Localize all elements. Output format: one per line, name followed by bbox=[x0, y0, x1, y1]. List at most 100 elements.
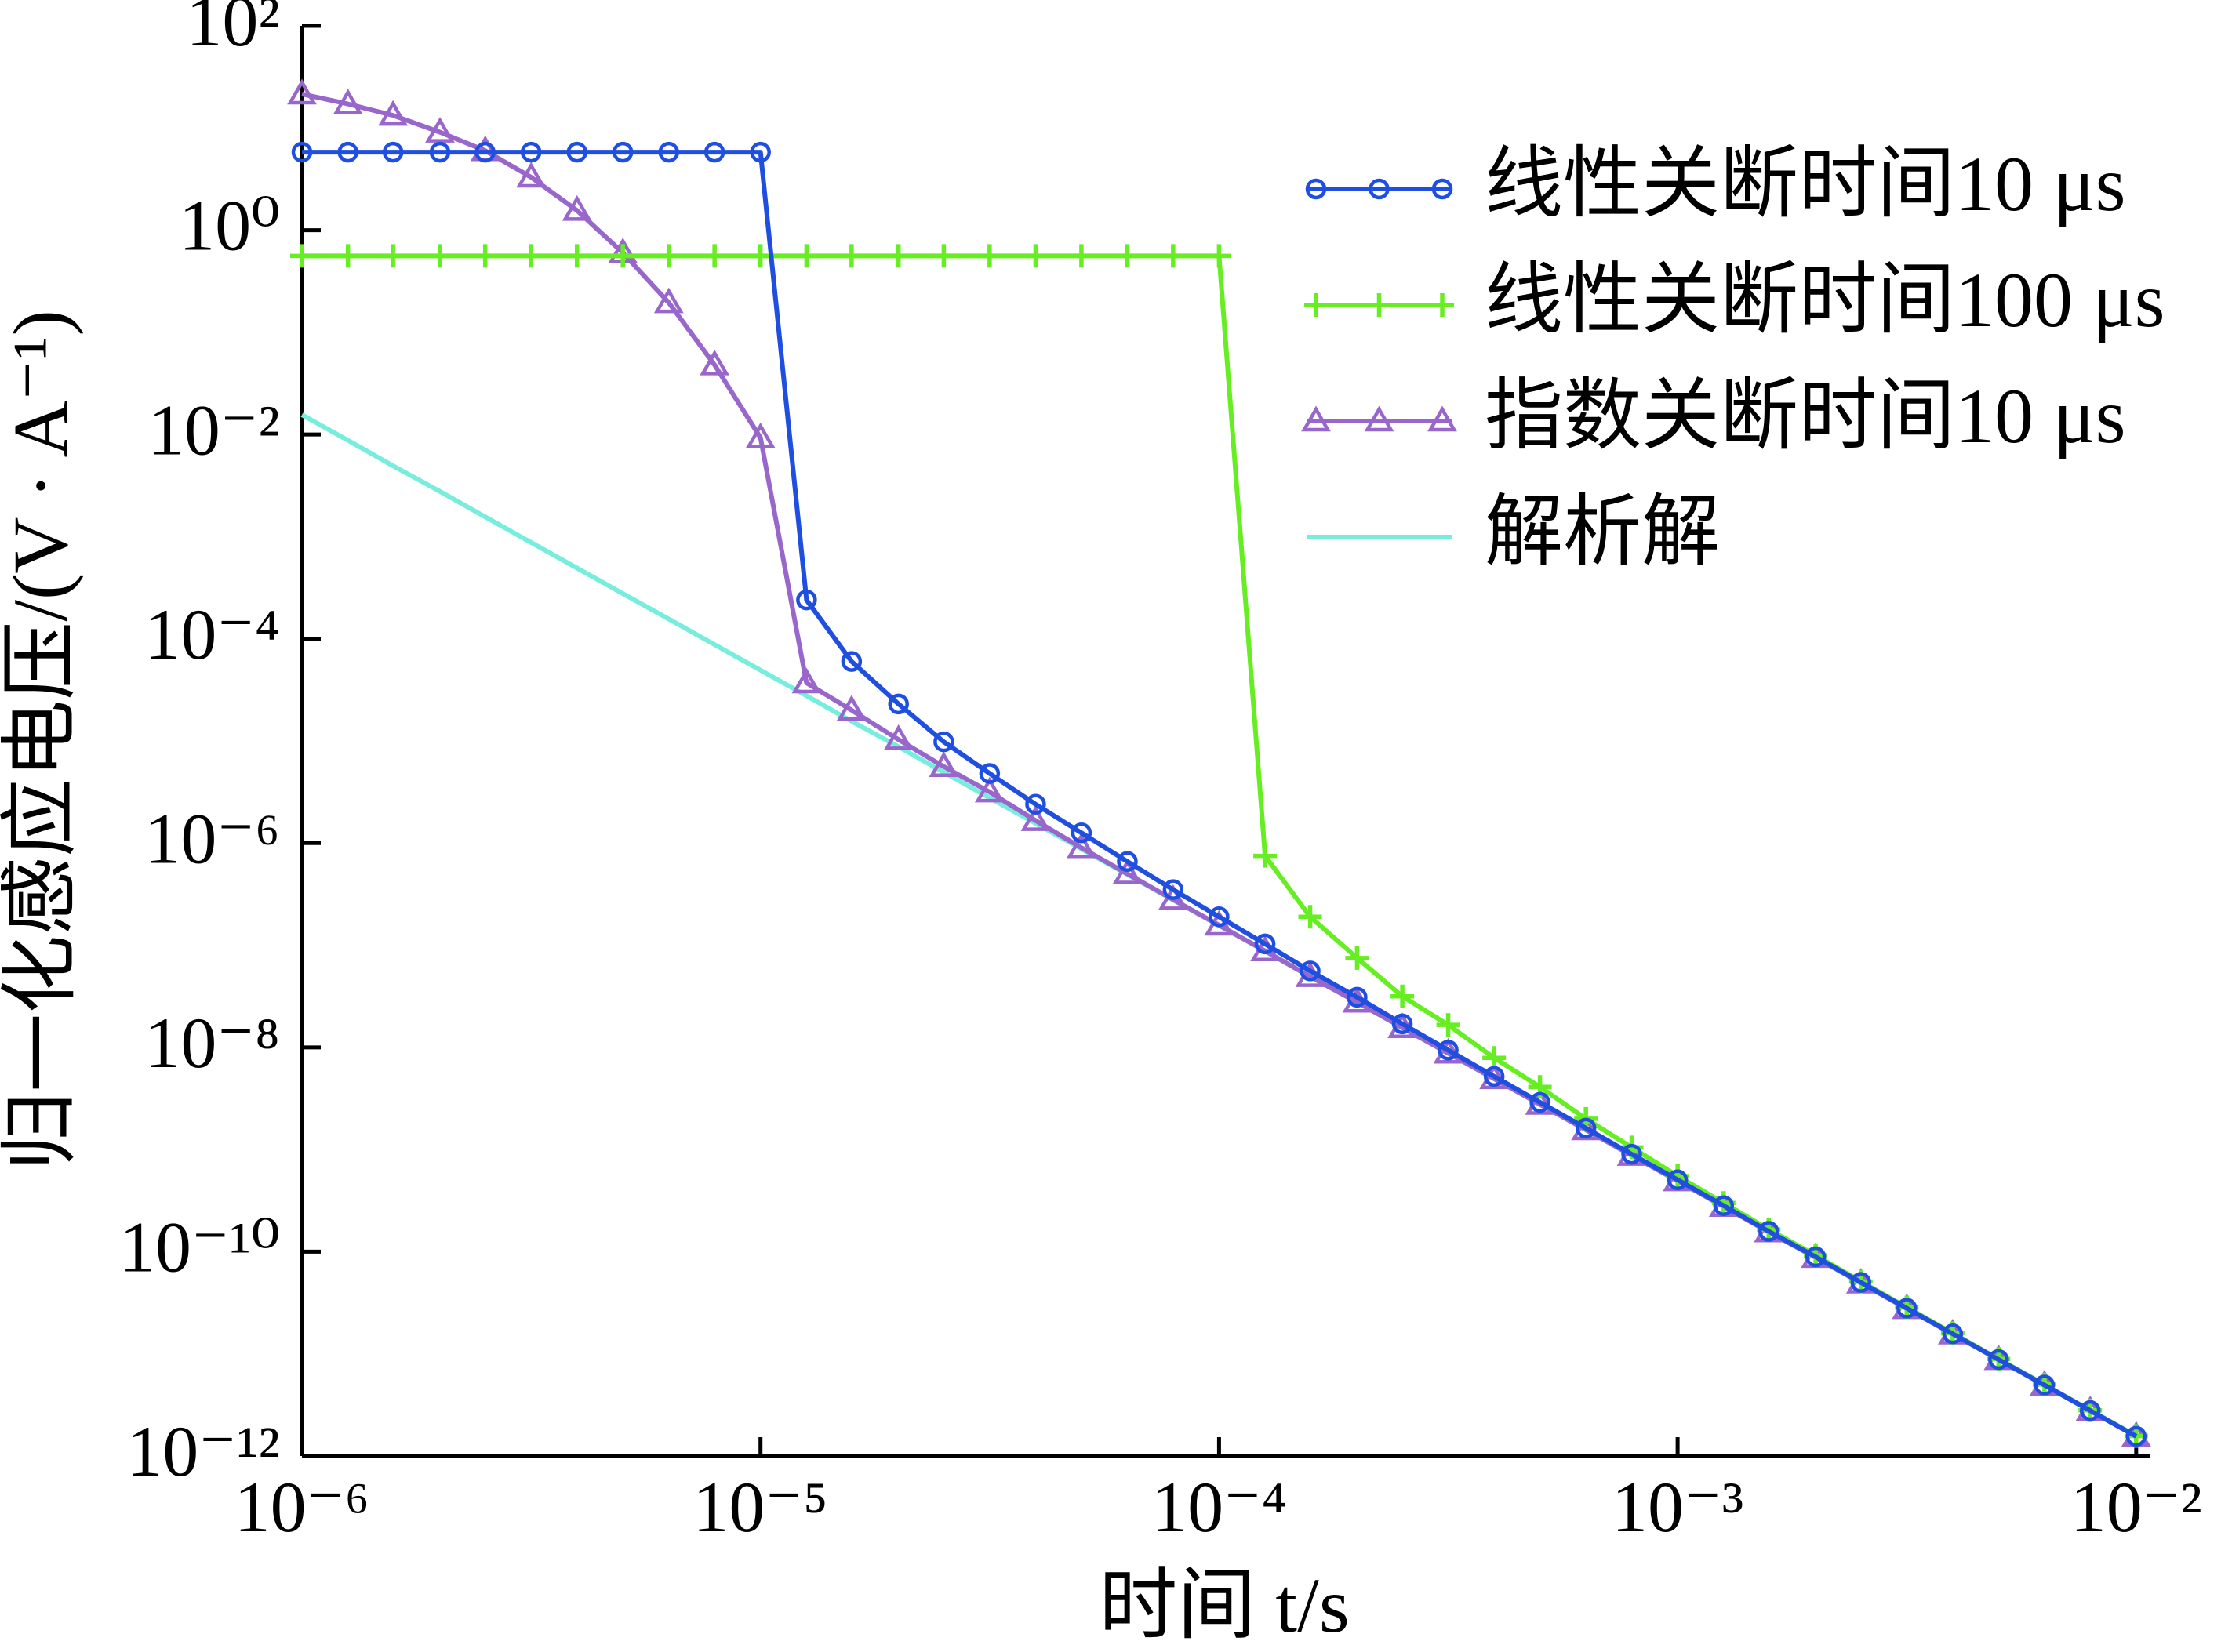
point-marker bbox=[291, 141, 313, 163]
point-marker bbox=[566, 141, 588, 163]
point-marker bbox=[1436, 1013, 1460, 1037]
legend-label: 指数关断时间10 μs bbox=[1485, 372, 2126, 459]
legend-marker bbox=[1427, 405, 1457, 432]
point-marker bbox=[1112, 859, 1143, 884]
x-tick-label: 10⁻³ bbox=[1612, 1467, 1743, 1547]
point-marker bbox=[1758, 1221, 1779, 1242]
legend: 线性关断时间10 μs 线性关断时间100 μs 指数关断时间10 μs 解析解 bbox=[1301, 140, 2165, 575]
point-marker bbox=[612, 141, 634, 163]
point-marker bbox=[658, 141, 680, 163]
y-tick-label: 10⁻⁴ bbox=[144, 594, 280, 674]
point-marker bbox=[1207, 244, 1231, 268]
point-marker bbox=[1298, 905, 1322, 929]
legend-marker bbox=[1369, 178, 1390, 200]
legend-label: 解析解 bbox=[1485, 488, 1720, 575]
point-marker bbox=[429, 141, 451, 163]
point-marker bbox=[748, 244, 772, 268]
point-marker bbox=[1391, 1013, 1413, 1035]
point-marker bbox=[1482, 1046, 1507, 1070]
y-tick-label: 10⁻⁸ bbox=[144, 1003, 280, 1083]
point-marker bbox=[381, 244, 405, 268]
point-marker bbox=[1071, 822, 1092, 844]
point-marker bbox=[1805, 1246, 1827, 1268]
point-marker bbox=[700, 349, 730, 376]
x-tick-label: 10⁻⁴ bbox=[1151, 1467, 1287, 1547]
y-tick-label: 10⁻¹⁰ bbox=[119, 1207, 280, 1287]
legend-label: 线性关断时间100 μs bbox=[1485, 256, 2165, 343]
legend-marker bbox=[1430, 293, 1454, 317]
legend-marker bbox=[1367, 293, 1391, 317]
point-marker bbox=[382, 141, 404, 163]
point-marker bbox=[562, 194, 592, 221]
point-marker bbox=[794, 244, 819, 268]
y-tick-label: 10⁻² bbox=[148, 390, 280, 470]
point-marker bbox=[750, 141, 771, 163]
point-marker bbox=[1988, 1349, 2009, 1371]
point-marker bbox=[1117, 851, 1138, 873]
point-marker bbox=[2079, 1400, 2101, 1421]
point-marker bbox=[519, 244, 543, 268]
point-marker bbox=[1020, 805, 1051, 831]
point-marker bbox=[1850, 1272, 1872, 1293]
point-marker bbox=[841, 651, 863, 672]
point-marker bbox=[888, 693, 909, 715]
point-marker bbox=[883, 724, 914, 750]
point-marker bbox=[656, 244, 681, 268]
point-marker bbox=[516, 162, 547, 188]
legend-marker bbox=[1305, 178, 1327, 200]
point-marker bbox=[287, 78, 317, 105]
point-marker bbox=[2125, 1425, 2147, 1447]
point-marker bbox=[428, 244, 453, 268]
point-marker bbox=[745, 422, 776, 448]
point-marker bbox=[1483, 1066, 1505, 1087]
point-marker bbox=[977, 244, 1001, 268]
point-marker bbox=[796, 589, 817, 611]
series-line bbox=[302, 150, 2138, 1439]
point-marker bbox=[1529, 1091, 1550, 1113]
point-marker bbox=[1390, 984, 1415, 1008]
point-marker bbox=[337, 141, 358, 163]
point-marker bbox=[611, 244, 635, 268]
point-marker bbox=[929, 751, 959, 778]
point-marker bbox=[1896, 1298, 1918, 1319]
point-marker bbox=[1161, 244, 1185, 268]
point-marker bbox=[473, 244, 497, 268]
point-marker bbox=[1438, 1040, 1459, 1061]
point-marker bbox=[703, 244, 727, 268]
point-marker bbox=[1025, 793, 1046, 815]
x-tick-label: 10⁻⁵ bbox=[693, 1467, 828, 1547]
point-marker bbox=[836, 695, 867, 721]
point-marker bbox=[336, 244, 360, 268]
legend-marker bbox=[1364, 405, 1394, 432]
point-marker bbox=[653, 287, 684, 314]
point-marker bbox=[1621, 1143, 1642, 1165]
legend-marker bbox=[1301, 405, 1331, 432]
point-marker bbox=[520, 141, 542, 163]
point-marker bbox=[979, 763, 1001, 784]
legend-marker bbox=[1431, 178, 1453, 200]
point-marker bbox=[1115, 244, 1140, 268]
y-tick-label: 10⁰ bbox=[179, 186, 280, 266]
point-marker bbox=[2034, 1374, 2056, 1396]
x-tick-label: 10⁻⁶ bbox=[234, 1467, 370, 1547]
point-marker bbox=[1300, 960, 1321, 982]
point-marker bbox=[1942, 1323, 1964, 1345]
y-tick-label: 10⁻¹² bbox=[126, 1411, 280, 1491]
legend-label: 线性关断时间10 μs bbox=[1485, 140, 2126, 227]
point-marker bbox=[1525, 1088, 1555, 1115]
point-marker bbox=[1209, 906, 1230, 928]
point-marker bbox=[378, 100, 409, 126]
y-tick-label: 10² bbox=[186, 0, 280, 61]
point-marker bbox=[974, 776, 1005, 803]
point-marker bbox=[1162, 879, 1184, 900]
legend-marker bbox=[1304, 293, 1328, 317]
point-marker bbox=[1023, 244, 1048, 268]
point-marker bbox=[474, 141, 496, 163]
point-marker bbox=[1253, 844, 1278, 868]
y-tick-label: 10⁻⁶ bbox=[144, 798, 280, 878]
point-marker bbox=[933, 731, 954, 753]
x-tick-label: 10⁻² bbox=[2070, 1467, 2202, 1547]
point-marker bbox=[333, 89, 363, 114]
point-marker bbox=[565, 244, 589, 268]
